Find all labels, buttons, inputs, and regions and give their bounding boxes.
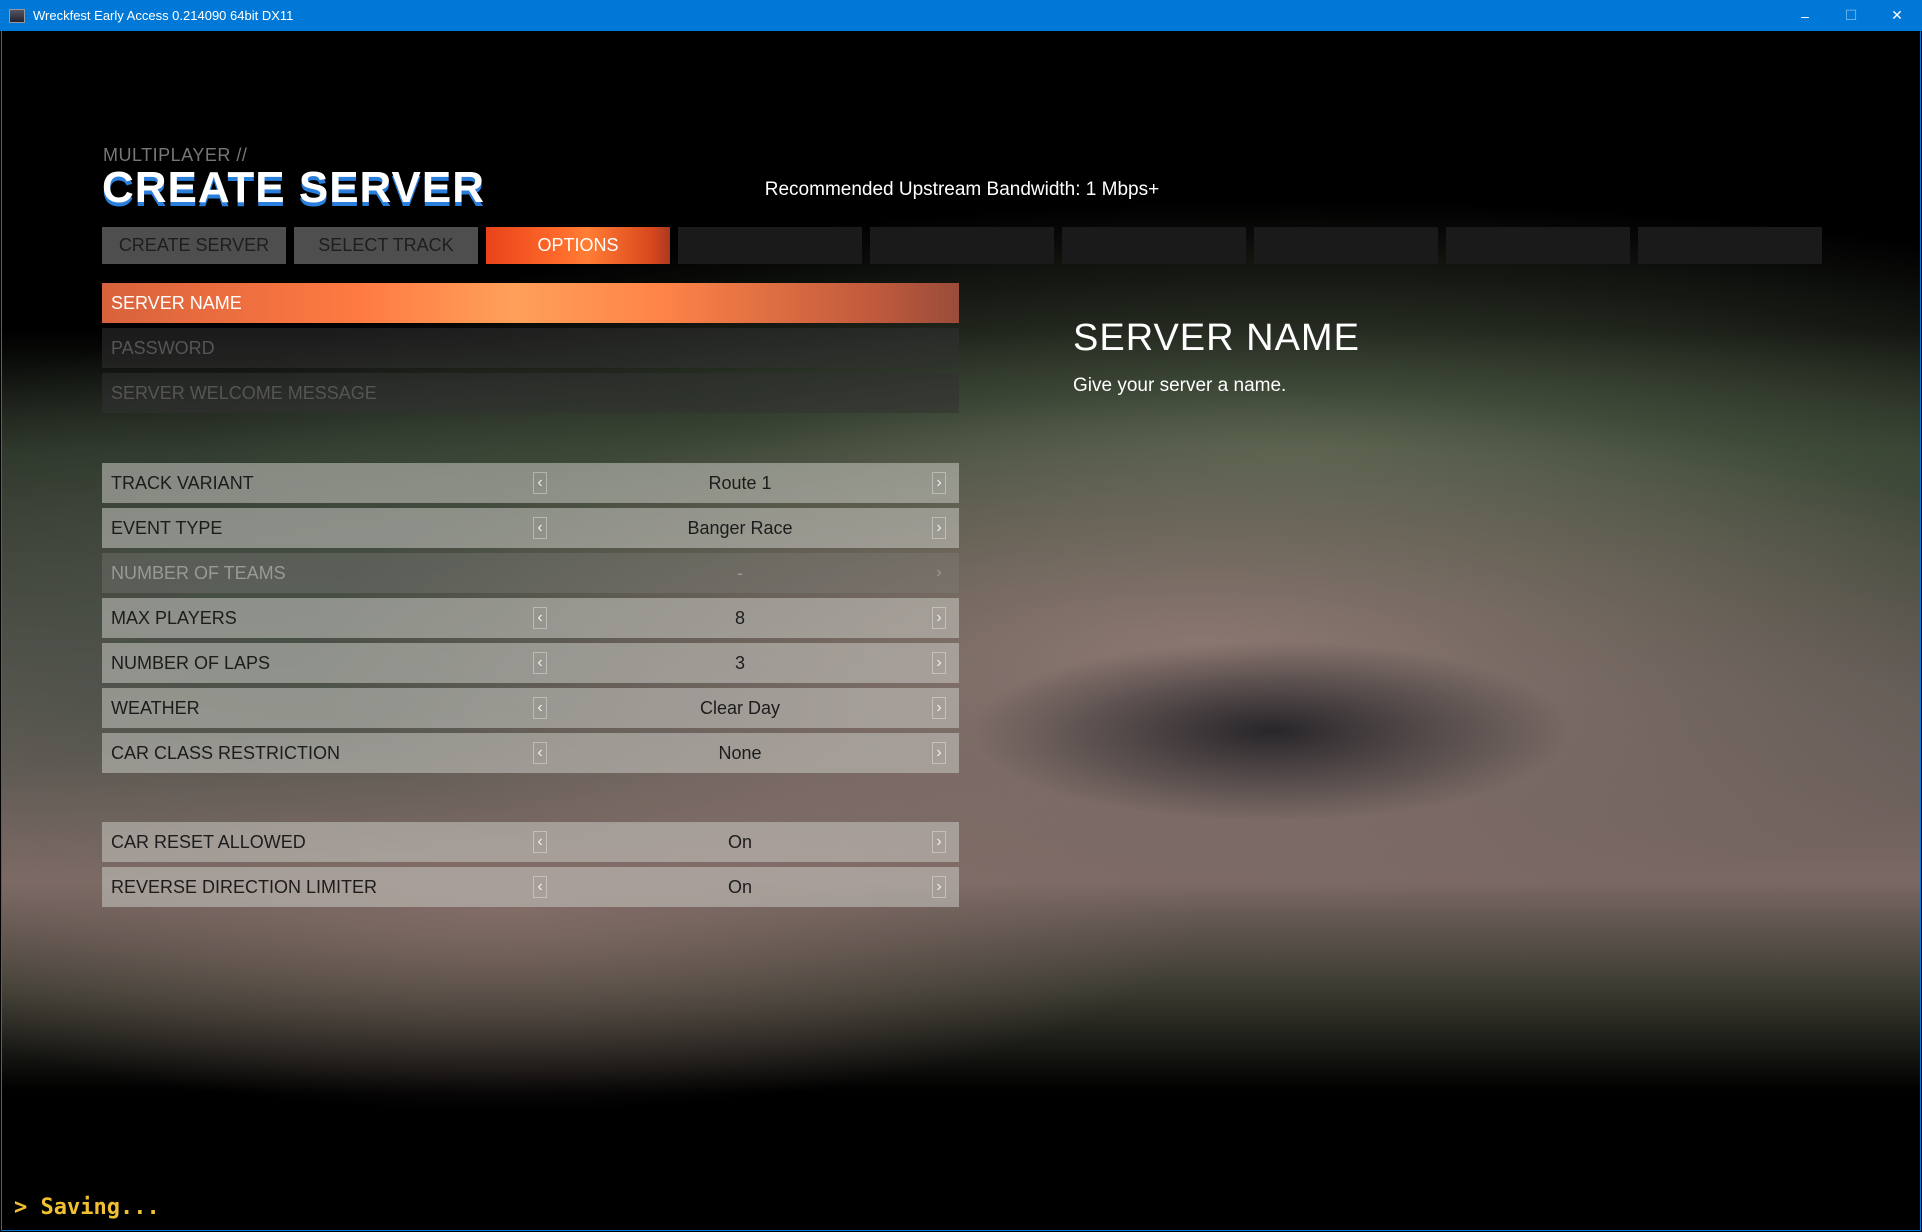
option-car-reset-allowed[interactable]: CAR RESET ALLOWED ‹ On › (102, 822, 959, 862)
tab-options[interactable]: OPTIONS (486, 227, 670, 264)
row-value: Route 1 (708, 472, 772, 493)
row-value: 3 (734, 652, 745, 673)
chevron-left-icon[interactable]: ‹ (533, 831, 547, 853)
chevron-left-icon[interactable]: ‹ (533, 517, 547, 539)
chevron-left-icon[interactable]: ‹ (533, 652, 547, 674)
page-title: CREATE SERVER (102, 163, 486, 212)
chevron-left-icon[interactable]: ‹ (533, 472, 547, 494)
row-label: PASSWORD (111, 337, 215, 358)
tab-empty-6[interactable] (1254, 227, 1438, 264)
row-label: NUMBER OF LAPS (111, 652, 271, 673)
row-label: CAR CLASS RESTRICTION (111, 742, 341, 763)
game-viewport: MULTIPLAYER // CREATE SERVER Recommended… (1, 31, 1921, 1231)
app-icon (9, 8, 25, 23)
row-value: 8 (734, 607, 745, 628)
chevron-right-icon[interactable]: › (932, 831, 946, 853)
chevron-right-icon[interactable]: › (932, 517, 946, 539)
help-title: SERVER NAME (1073, 317, 1360, 359)
tab-empty-3[interactable] (678, 227, 862, 264)
chevron-left-icon[interactable]: ‹ (533, 876, 547, 898)
chevron-left-icon[interactable]: ‹ (533, 607, 547, 629)
field-server-name[interactable]: SERVER NAME (102, 283, 959, 323)
close-button[interactable]: ✕ (1891, 7, 1903, 23)
chevron-right-icon[interactable]: › (936, 564, 942, 581)
tab-empty-8[interactable] (1638, 227, 1822, 264)
chevron-right-icon[interactable]: › (932, 742, 946, 764)
option-number-of-laps[interactable]: NUMBER OF LAPS ‹ 3 › (102, 643, 959, 683)
minimize-button[interactable]: – (1801, 7, 1809, 24)
tab-empty-7[interactable] (1446, 227, 1630, 264)
window-titlebar: Wreckfest Early Access 0.214090 64bit DX… (0, 0, 1922, 31)
option-max-players[interactable]: MAX PLAYERS ‹ 8 › (102, 598, 959, 638)
row-label: EVENT TYPE (111, 517, 223, 538)
bandwidth-note: Recommended Upstream Bandwidth: 1 Mbps+ (764, 179, 1160, 200)
chevron-right-icon[interactable]: › (932, 607, 946, 629)
tab-empty-4[interactable] (870, 227, 1054, 264)
row-value: On (727, 876, 752, 897)
chevron-right-icon[interactable]: › (932, 472, 946, 494)
tab-create-server[interactable]: CREATE SERVER (102, 227, 286, 264)
row-value: On (727, 831, 752, 852)
field-server-welcome-message[interactable]: SERVER WELCOME MESSAGE (102, 373, 959, 413)
option-car-class-restriction[interactable]: CAR CLASS RESTRICTION ‹ None › (102, 733, 959, 773)
row-value: Banger Race (687, 517, 793, 538)
option-weather[interactable]: WEATHER ‹ Clear Day › (102, 688, 959, 728)
row-label: SERVER NAME (111, 292, 242, 313)
row-value: None (718, 742, 762, 763)
row-label: WEATHER (111, 697, 200, 718)
window-title: Wreckfest Early Access 0.214090 64bit DX… (33, 8, 294, 23)
breadcrumb: MULTIPLAYER // (103, 145, 248, 165)
maximize-button[interactable]: ☐ (1844, 7, 1858, 23)
row-label: TRACK VARIANT (111, 472, 254, 493)
option-event-type[interactable]: EVENT TYPE ‹ Banger Race › (102, 508, 959, 548)
row-label: SERVER WELCOME MESSAGE (111, 382, 377, 403)
row-label: NUMBER OF TEAMS (111, 562, 286, 583)
tab-empty-5[interactable] (1062, 227, 1246, 264)
option-reverse-direction-limiter[interactable]: REVERSE DIRECTION LIMITER ‹ On › (102, 867, 959, 907)
chevron-left-icon[interactable]: ‹ (533, 697, 547, 719)
help-description: Give your server a name. (1073, 375, 1287, 396)
option-number-of-teams[interactable]: NUMBER OF TEAMS - › (102, 553, 959, 593)
tab-select-track[interactable]: SELECT TRACK (294, 227, 478, 264)
field-password[interactable]: PASSWORD (102, 328, 959, 368)
row-value: Clear Day (699, 697, 781, 718)
chevron-right-icon[interactable]: › (932, 876, 946, 898)
chevron-right-icon[interactable]: › (932, 652, 946, 674)
row-value: - (737, 562, 743, 583)
row-label: CAR RESET ALLOWED (111, 831, 306, 852)
chevron-left-icon[interactable]: ‹ (533, 742, 547, 764)
row-label: MAX PLAYERS (111, 607, 237, 628)
row-label: REVERSE DIRECTION LIMITER (111, 876, 378, 897)
console-status: > Saving... (14, 1195, 160, 1220)
option-track-variant[interactable]: TRACK VARIANT ‹ Route 1 › (102, 463, 959, 503)
chevron-right-icon[interactable]: › (932, 697, 946, 719)
